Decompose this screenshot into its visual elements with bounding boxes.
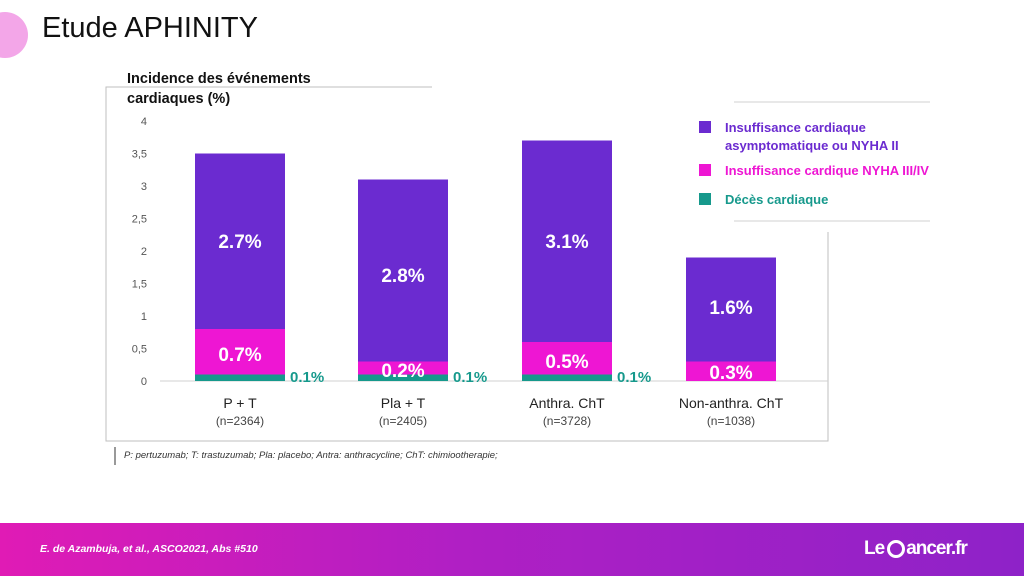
- y-tick-label: 0: [141, 376, 147, 388]
- bar-segment-death: [358, 374, 448, 381]
- data-label-asymptomatic: 2.7%: [218, 232, 261, 253]
- legend-swatch-death: [699, 193, 711, 205]
- bar-segment-death: [522, 374, 612, 381]
- stacked-bar-chart: Incidence des événements cardiaques (%) 0 0…: [105, 71, 930, 442]
- category-label: P + T: [223, 395, 257, 411]
- y-tick-label: 3,5: [132, 149, 147, 161]
- y-tick-label: 4: [141, 116, 147, 128]
- data-label-asymptomatic: 1.6%: [709, 298, 752, 319]
- y-tick-label: 1,5: [132, 279, 147, 291]
- logo-c-icon: [887, 540, 906, 558]
- category-sublabel: (n=1038): [707, 414, 755, 428]
- y-tick-label: 2,5: [132, 214, 147, 226]
- y-tick-label: 2: [141, 246, 147, 258]
- bar-segment-nyha34: [522, 342, 612, 375]
- category-sublabel: (n=2364): [216, 414, 264, 428]
- y-axis-title-line1: Incidence des événements: [127, 71, 311, 87]
- data-label-asymptomatic: 3.1%: [545, 232, 588, 253]
- bar-segment-asymptomatic: [522, 140, 612, 342]
- bar-segment-nyha34: [358, 361, 448, 375]
- data-label-nyha34: 0.3%: [709, 363, 752, 384]
- category-sublabel: (n=3728): [543, 414, 591, 428]
- data-label-nyha34: 0.2%: [381, 361, 424, 382]
- category-sublabel: (n=2405): [379, 414, 427, 428]
- reference-citation: E. de Azambuja, et al., ASCO2021, Abs #5…: [40, 543, 258, 555]
- data-label-death: 0.1%: [617, 369, 651, 386]
- legend-swatch-asymptomatic: [699, 121, 711, 133]
- category-label: Non-anthra. ChT: [679, 395, 784, 411]
- data-label-death: 0.1%: [453, 369, 487, 386]
- category-label: Anthra. ChT: [529, 395, 605, 411]
- bar-segment-nyha34: [195, 329, 285, 375]
- y-tick-label: 1: [141, 311, 147, 323]
- legend-label-nyha34: Insuffisance cardique NYHA III/IV: [725, 163, 929, 178]
- data-label-asymptomatic: 2.8%: [381, 266, 424, 287]
- slide-title: Etude APHINITY: [42, 12, 258, 44]
- lecancer-logo: Le ancer.fr: [864, 538, 968, 560]
- bar-segment-death: [195, 374, 285, 381]
- bar-segment-asymptomatic: [358, 179, 448, 362]
- bar-segment-asymptomatic: [195, 153, 285, 329]
- legend-swatch-nyha34: [699, 164, 711, 176]
- legend-label-asymptomatic: Insuffisance cardiaque: [725, 120, 866, 135]
- y-tick-label: 0,5: [132, 344, 147, 356]
- data-label-nyha34: 0.5%: [545, 352, 588, 373]
- footer-bar: E. de Azambuja, et al., ASCO2021, Abs #5…: [0, 523, 1024, 576]
- bar-segment-asymptomatic: [686, 257, 776, 362]
- abbreviations-footnote: P: pertuzumab; T: trastuzumab; Pla: plac…: [114, 447, 498, 465]
- category-label: Pla + T: [381, 395, 426, 411]
- y-axis-title-line2: cardiaques (%): [127, 91, 230, 107]
- bar-segment-nyha34: [686, 361, 776, 381]
- data-label-nyha34: 0.7%: [218, 345, 261, 366]
- legend-label-death: Décès cardiaque: [725, 192, 828, 207]
- y-tick-label: 3: [141, 181, 147, 193]
- chart-frame: [105, 86, 829, 442]
- logo-text-left: Le: [864, 538, 885, 559]
- logo-text-right: ancer.fr: [906, 538, 968, 559]
- legend-label-asymptomatic: asymptomatique ou NYHA II: [725, 138, 899, 153]
- data-label-death: 0.1%: [290, 369, 324, 386]
